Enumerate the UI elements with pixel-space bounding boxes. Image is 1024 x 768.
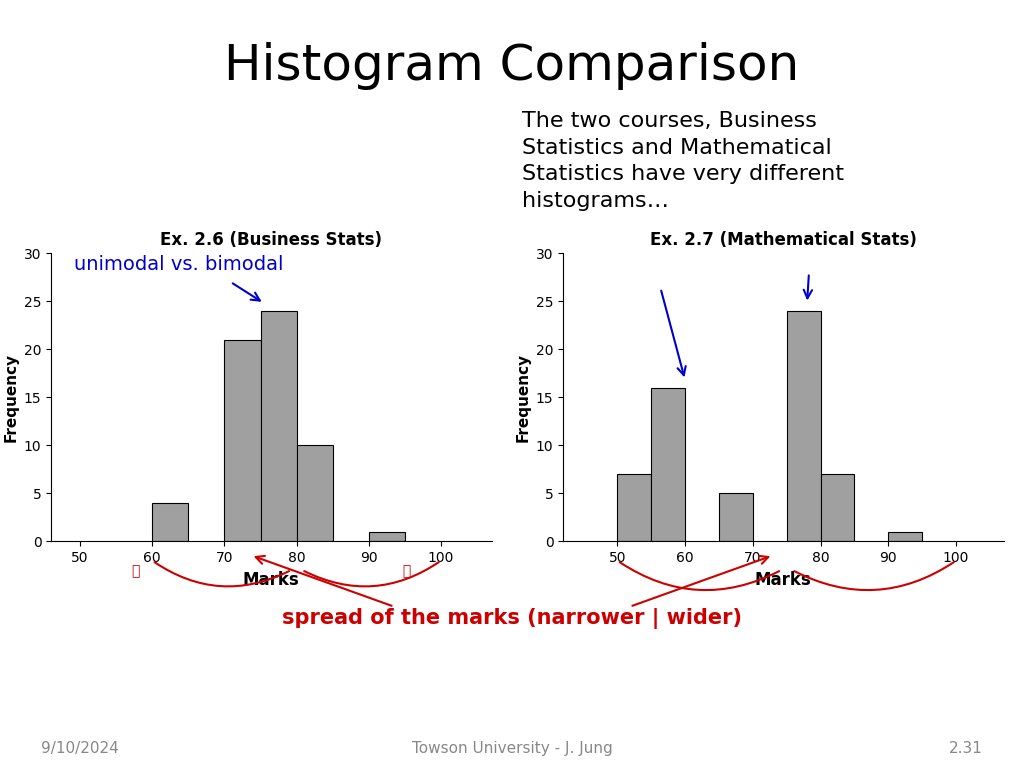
Bar (786, 311, 820, 541)
Bar (719, 494, 753, 541)
Bar (617, 475, 651, 541)
Bar (153, 503, 188, 541)
Bar (297, 445, 333, 541)
Bar (224, 340, 260, 541)
Y-axis label: Frequency: Frequency (515, 353, 530, 442)
Text: The two courses, Business
Statistics and Mathematical
Statistics have very diffe: The two courses, Business Statistics and… (522, 111, 844, 210)
X-axis label: Marks: Marks (243, 571, 300, 589)
Bar (651, 388, 685, 541)
Text: Histogram Comparison: Histogram Comparison (224, 42, 800, 91)
Text: spread of the marks (narrower | wider): spread of the marks (narrower | wider) (282, 607, 742, 629)
Bar (369, 531, 404, 541)
Y-axis label: Frequency: Frequency (3, 353, 18, 442)
Bar (260, 311, 297, 541)
Title: Ex. 2.6 (Business Stats): Ex. 2.6 (Business Stats) (161, 231, 382, 249)
Text: unimodal vs. bimodal: unimodal vs. bimodal (75, 256, 284, 274)
Title: Ex. 2.7 (Mathematical Stats): Ex. 2.7 (Mathematical Stats) (650, 231, 916, 249)
Text: Towson University - J. Jung: Towson University - J. Jung (412, 741, 612, 756)
Text: 2.31: 2.31 (949, 741, 983, 756)
Bar (889, 531, 923, 541)
Bar (820, 475, 854, 541)
Text: ⎸                                                            ⎹: ⎸ ⎹ (132, 564, 411, 578)
Text: 9/10/2024: 9/10/2024 (41, 741, 119, 756)
X-axis label: Marks: Marks (755, 571, 812, 589)
